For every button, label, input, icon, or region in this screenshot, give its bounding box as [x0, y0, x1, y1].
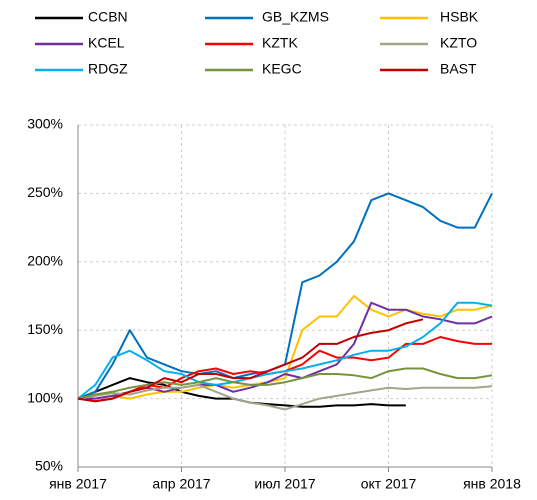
y-tick-label: 200% [27, 253, 63, 269]
legend-label: KCEL [88, 35, 125, 51]
legend-label: HSBK [440, 9, 479, 25]
x-tick-label: янв 2017 [49, 476, 107, 492]
y-tick-label: 150% [27, 321, 63, 337]
series-line [78, 295, 493, 400]
legend-label: GB_KZMS [262, 9, 329, 25]
x-tick-label: янв 2018 [463, 476, 521, 492]
legend-label: RDGZ [88, 61, 128, 77]
series-line [77, 301, 493, 400]
x-tick-label: окт 2017 [361, 476, 417, 492]
legend-label: BAST [440, 61, 477, 77]
series-line [77, 383, 493, 411]
y-tick-label: 250% [27, 184, 63, 200]
legend-label: CCBN [88, 9, 128, 25]
y-tick-label: 100% [27, 389, 63, 405]
legend-label: KZTO [440, 35, 477, 51]
legend-label: KEGC [262, 61, 302, 77]
y-tick-label: 300% [27, 116, 63, 132]
y-tick-label: 50% [35, 458, 63, 474]
x-tick-label: апр 2017 [152, 476, 210, 492]
series-line [77, 367, 493, 400]
x-tick-label: июл 2017 [254, 476, 315, 492]
series-line [77, 318, 424, 403]
legend-label: KZTK [262, 35, 298, 51]
